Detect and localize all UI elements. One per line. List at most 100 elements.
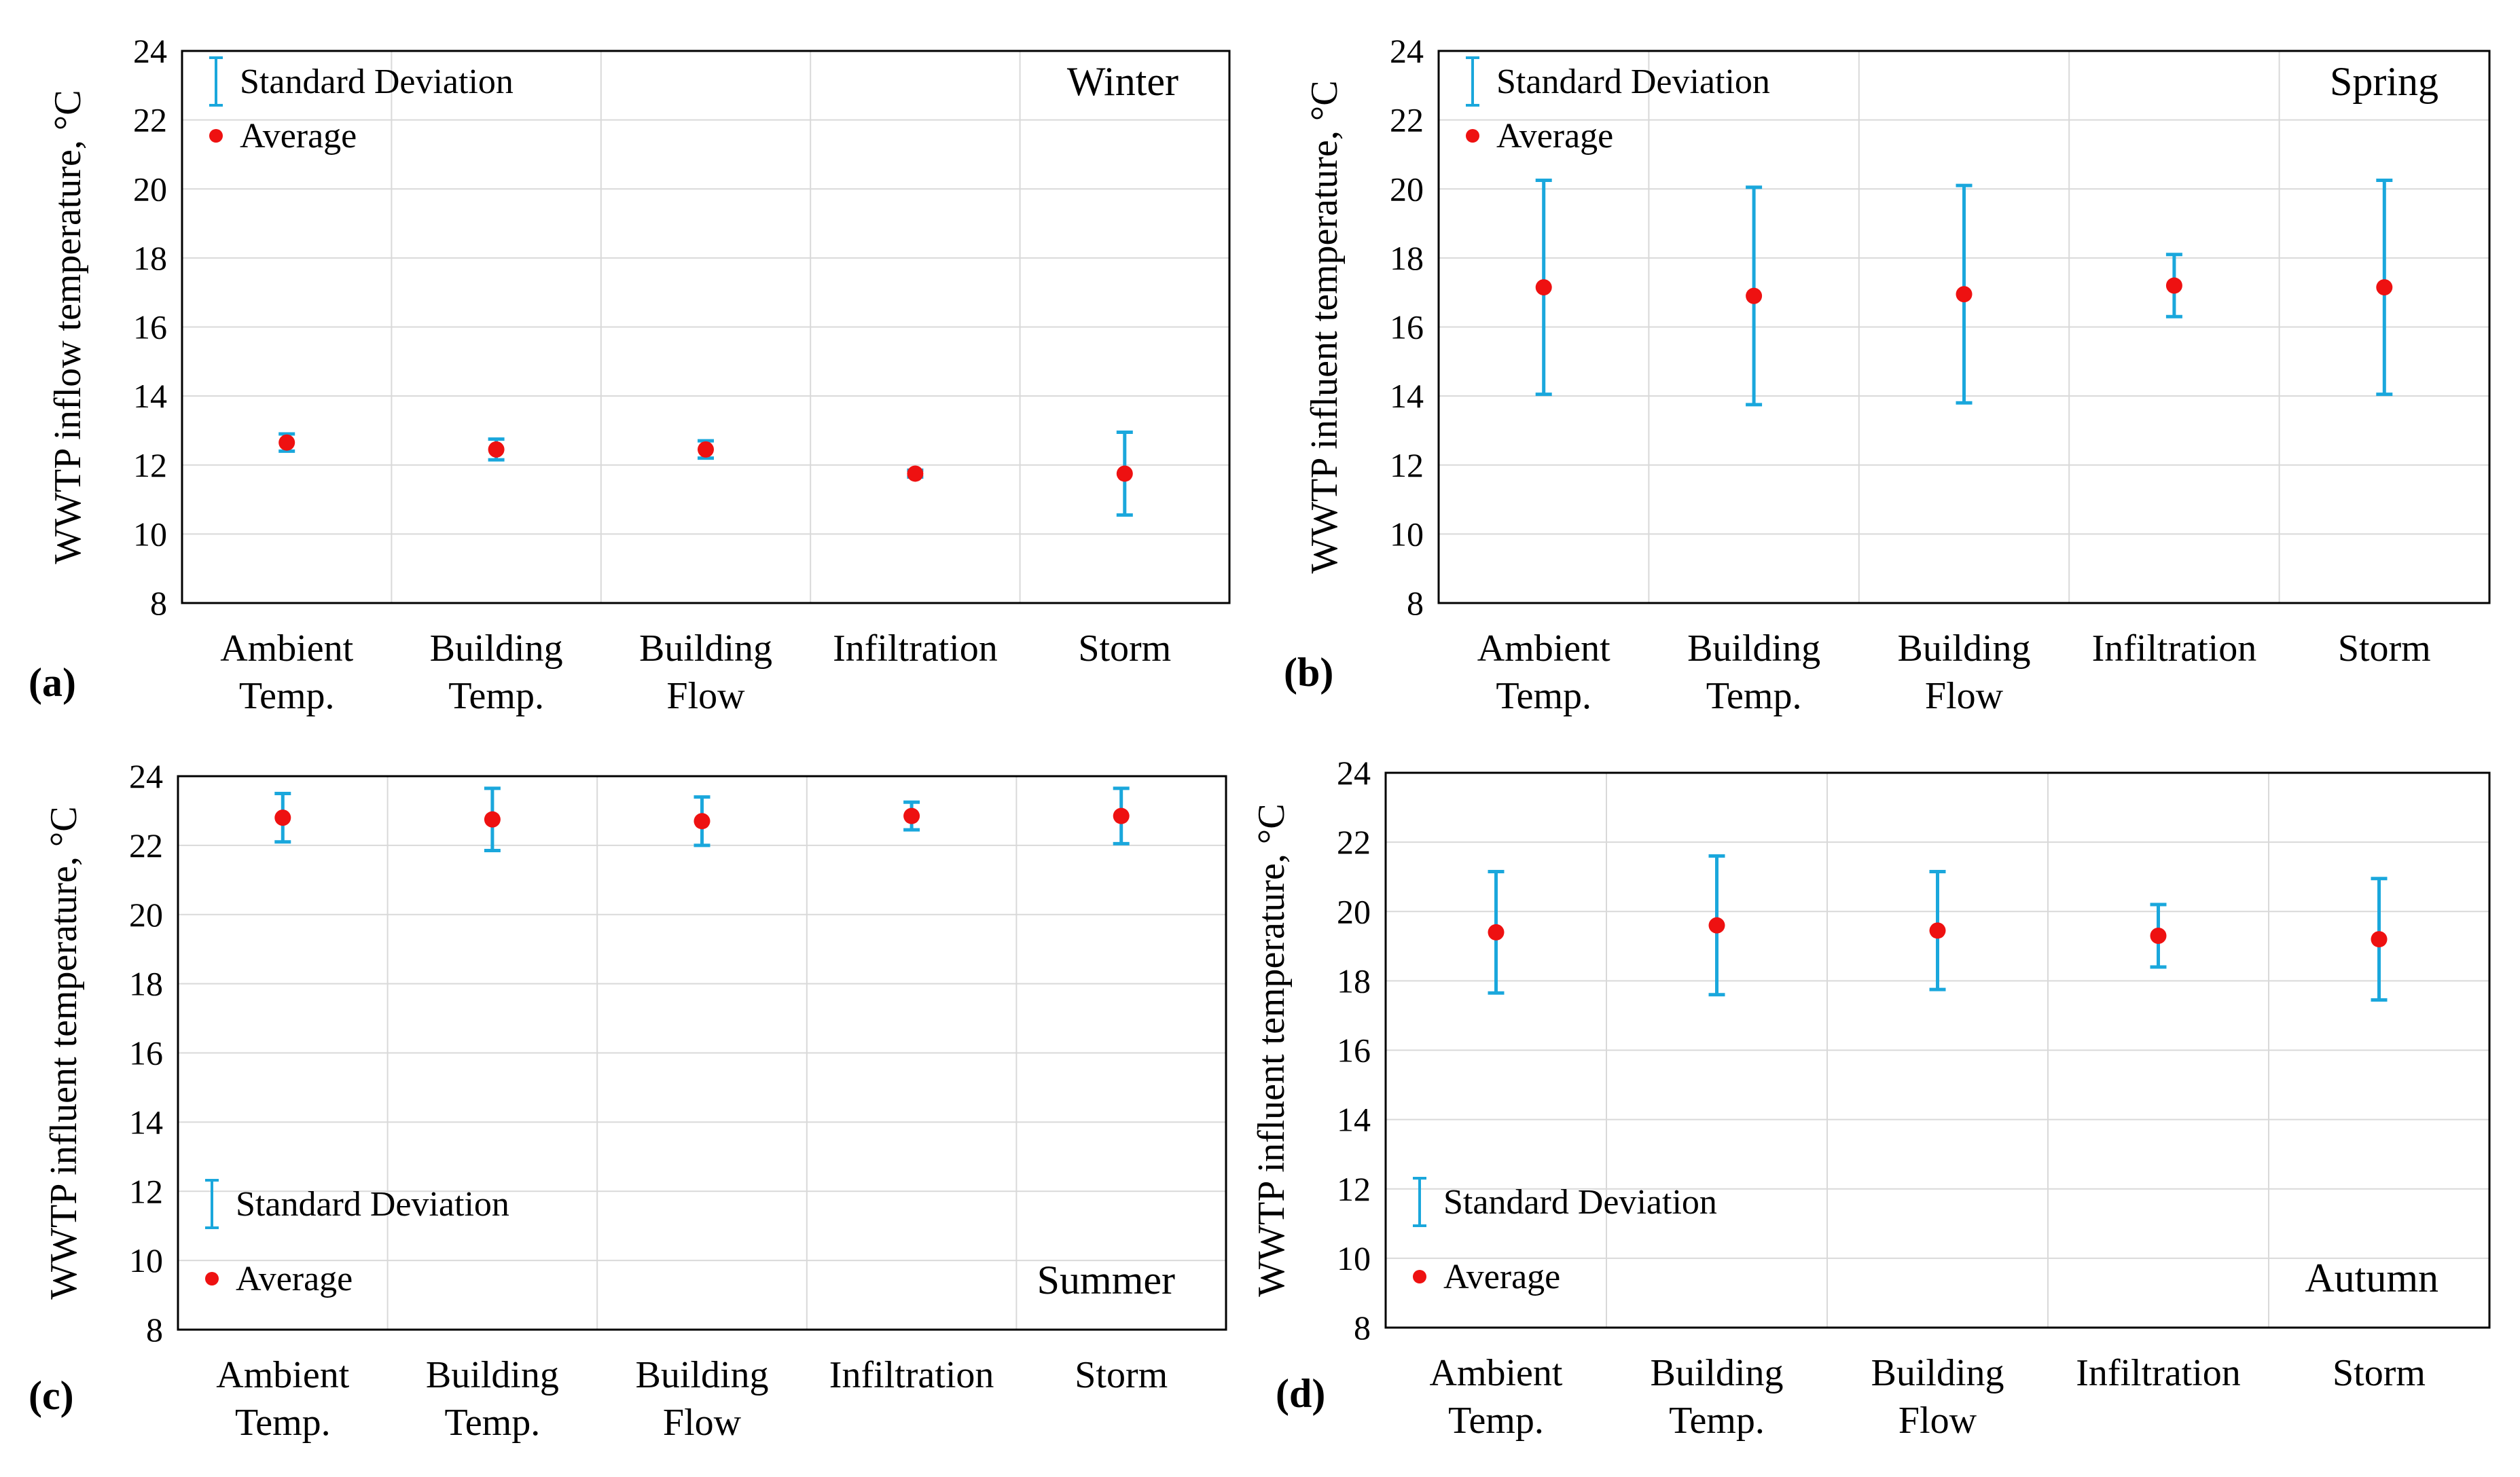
- panel-4-category-label: Building: [1650, 1352, 1783, 1394]
- panel-1-legend-std-label: Standard Deviation: [240, 62, 514, 101]
- panel-3-ytick-label: 22: [129, 826, 163, 864]
- panel-2-legend-std-label: Standard Deviation: [1496, 62, 1770, 101]
- panel-4-legend-average-label: Average: [1443, 1258, 1560, 1296]
- panel-2-ytick-label: 22: [1390, 101, 1424, 139]
- panel-4-y-axis-title: WWTP influent temperature, °C: [1250, 803, 1293, 1296]
- panel-4-ytick-label: 24: [1337, 754, 1371, 792]
- panel-3-average-point: [1113, 807, 1130, 824]
- panel-3-ytick-label: 24: [129, 757, 163, 795]
- panel-3-season-title: Summer: [1037, 1258, 1175, 1302]
- panel-3-ytick-label: 16: [129, 1034, 163, 1072]
- panel-3-ytick-label: 12: [129, 1172, 163, 1210]
- panel-1-category-label: Storm: [1078, 627, 1171, 670]
- panel-1-category-label: Flow: [666, 675, 745, 717]
- panel-3-average-point: [484, 811, 501, 828]
- panel-2-average-point: [2376, 279, 2393, 296]
- panel-2-plot-frame: [1437, 50, 2491, 604]
- panel-3-average-point: [694, 813, 710, 830]
- panel-4-panel-label: (d): [1276, 1371, 1325, 1416]
- panel-2-category-label: Building: [1687, 627, 1820, 670]
- panel-4-ytick-label: 22: [1337, 823, 1371, 861]
- panel-2-legend-average-label: Average: [1496, 117, 1613, 156]
- panel-3-legend-average-icon: [205, 1272, 219, 1285]
- panel-3-category-label: Ambient: [216, 1354, 349, 1396]
- panel-1-ytick-label: 12: [133, 446, 167, 484]
- panel-2-category-label: Temp.: [1706, 675, 1802, 717]
- panel-2-ytick-label: 10: [1390, 515, 1424, 553]
- panel-2-average-point: [1746, 287, 1763, 304]
- panel-2-season-title: Spring: [2330, 59, 2438, 104]
- panel-4-category-label: Temp.: [1669, 1400, 1765, 1442]
- panel-2-average-point: [1956, 286, 1973, 303]
- panel-3-category-label: Building: [635, 1354, 768, 1396]
- panel-4-average-point: [2371, 931, 2388, 948]
- panel-2-ytick-label: 24: [1390, 32, 1424, 70]
- panel-1-season-title: Winter: [1067, 59, 1178, 104]
- panel-4-category-label: Infiltration: [2076, 1352, 2241, 1394]
- panel-2-ytick-label: 20: [1390, 170, 1424, 208]
- panel-2-y-axis-title: WWTP influent temperature, °C: [1303, 80, 1346, 573]
- panel-1-average-point: [278, 434, 295, 451]
- panel-4-average-point: [2150, 927, 2167, 944]
- panel-2-ytick-label: 18: [1390, 239, 1424, 277]
- panel-4-average-point: [1929, 922, 1946, 939]
- panel-3-category-label: Flow: [663, 1402, 742, 1444]
- panel-4-category-label: Building: [1871, 1352, 2004, 1394]
- panel-1-average-point: [488, 441, 505, 458]
- panel-3-ytick-label: 20: [129, 896, 163, 934]
- panel-1-category-label: Ambient: [220, 627, 353, 670]
- panel-1-category-label: Temp.: [239, 675, 335, 717]
- panel-4-ytick-label: 8: [1354, 1309, 1371, 1347]
- panel-4-ytick-label: 20: [1337, 892, 1371, 930]
- panel-4-category-label: Ambient: [1430, 1352, 1563, 1394]
- panel-2-legend-average-icon: [1466, 129, 1479, 143]
- panel-2-ytick-label: 8: [1407, 584, 1424, 622]
- panel-3-legend-std-label: Standard Deviation: [236, 1185, 509, 1224]
- panel-1-ytick-label: 18: [133, 239, 167, 277]
- panel-2-category-label: Infiltration: [2092, 627, 2257, 670]
- panel-4-ytick-label: 10: [1337, 1239, 1371, 1277]
- panel-1-average-point: [698, 441, 714, 458]
- panel-2-ytick-label: 14: [1390, 377, 1424, 415]
- panel-3-category-label: Temp.: [445, 1402, 541, 1444]
- panel-3-ytick-label: 10: [129, 1241, 163, 1279]
- panel-3-category-label: Infiltration: [829, 1354, 994, 1396]
- panel-1-category-label: Temp.: [448, 675, 544, 717]
- panel-1-category-label: Building: [430, 627, 563, 670]
- panel-3-ytick-label: 8: [146, 1311, 163, 1349]
- panel-3-legend-average-label: Average: [236, 1260, 353, 1298]
- panel-3-category-label: Building: [426, 1354, 559, 1396]
- panel-4-average-point: [1488, 924, 1505, 941]
- panel-1-ytick-label: 20: [133, 170, 167, 208]
- panel-4-ytick-label: 18: [1337, 962, 1371, 1000]
- panel-4-plot-frame: [1384, 771, 2491, 1329]
- panel-3-average-point: [903, 807, 920, 824]
- panel-1-ytick-label: 8: [150, 584, 167, 622]
- panel-4-ytick-label: 14: [1337, 1101, 1371, 1139]
- panel-3-category-label: Temp.: [235, 1402, 331, 1444]
- panel-1-ytick-label: 16: [133, 308, 167, 346]
- panel-2-ytick-label: 16: [1390, 308, 1424, 346]
- panel-2-category-label: Temp.: [1496, 675, 1591, 717]
- panel-2-average-point: [2165, 277, 2182, 294]
- panel-1-panel-label: (a): [29, 660, 76, 705]
- panel-1-average-point: [907, 465, 924, 482]
- panel-3-plot-frame: [177, 775, 1227, 1331]
- panel-4-category-label: Storm: [2333, 1352, 2426, 1394]
- panel-2-category-label: Flow: [1925, 675, 2004, 717]
- panel-2-category-label: Ambient: [1477, 627, 1610, 670]
- panel-2-average-point: [1535, 279, 1552, 296]
- panel-3-average-point: [274, 809, 291, 826]
- panel-1-category-label: Building: [639, 627, 772, 670]
- panel-1-legend-average-icon: [209, 129, 223, 143]
- panel-2-panel-label: (b): [1284, 650, 1333, 695]
- panel-1-ytick-label: 14: [133, 377, 167, 415]
- panel-4-category-label: Flow: [1898, 1400, 1977, 1442]
- panel-3-category-label: Storm: [1075, 1354, 1168, 1396]
- panel-2-ytick-label: 12: [1390, 446, 1424, 484]
- panel-3-y-axis-title: WWTP influent temperature, °C: [43, 806, 85, 1299]
- panel-1-ytick-label: 22: [133, 101, 167, 139]
- panel-1-legend-average-label: Average: [240, 117, 357, 156]
- panel-3-panel-label: (c): [29, 1373, 74, 1418]
